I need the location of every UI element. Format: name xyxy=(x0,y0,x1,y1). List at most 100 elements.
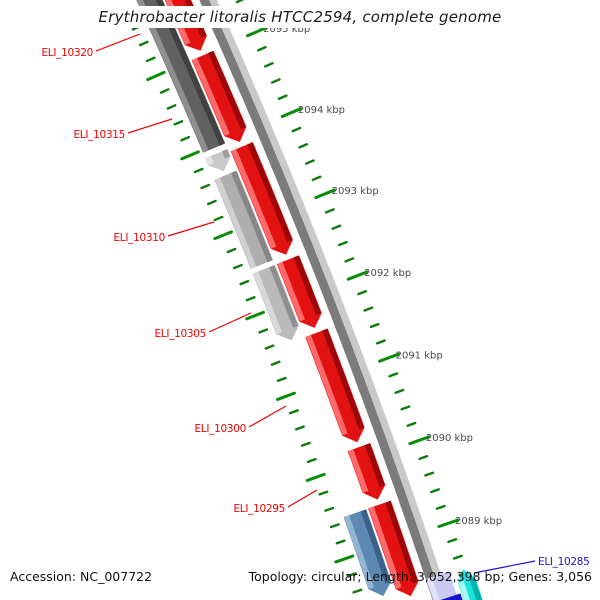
inner-tick-minor xyxy=(200,183,211,190)
gene-label-ELI_10320[interactable]: ELI_10320 xyxy=(41,47,93,59)
inner-tick-minor xyxy=(346,572,357,578)
outer-tick-minor xyxy=(430,488,440,494)
gene-label-ELI_10305[interactable]: ELI_10305 xyxy=(154,328,206,340)
gene-label-ELI_10310[interactable]: ELI_10310 xyxy=(113,232,165,244)
outer-tick-minor xyxy=(337,240,348,247)
outer-tick-minor xyxy=(394,388,405,394)
outer-tick-minor xyxy=(304,159,315,165)
outer-tick-minor xyxy=(277,94,288,100)
inner-tick-minor xyxy=(318,490,329,496)
inner-tick-minor xyxy=(270,360,281,366)
gene-arc-ELI_10295[interactable] xyxy=(347,443,386,500)
gene-label-ELI_10295[interactable]: ELI_10295 xyxy=(233,503,285,515)
backbone-light-edge xyxy=(209,0,450,600)
outer-tick-minor xyxy=(418,454,429,461)
inner-tick-minor xyxy=(226,247,237,254)
outer-tick-minor xyxy=(363,306,374,312)
outer-tick-major xyxy=(408,435,431,446)
outer-tick-minor xyxy=(263,62,274,68)
gene-arc-feature-dark-gray[interactable] xyxy=(114,0,226,153)
gene-arc-ELI_10315[interactable] xyxy=(191,50,247,143)
outer-tick-minor xyxy=(424,471,435,477)
label-leader-ELI_10320 xyxy=(95,33,141,52)
label-leader-ELI_10315 xyxy=(127,118,173,134)
inner-tick-minor xyxy=(288,409,299,415)
gene-arc-feature-steel-blue[interactable] xyxy=(343,509,392,597)
inner-tick-minor xyxy=(245,296,256,302)
outer-tick-minor xyxy=(331,224,342,230)
inner-tick-minor xyxy=(239,279,250,286)
label-leader-ELI_10295 xyxy=(287,489,318,508)
gene-label-ELI_10300[interactable]: ELI_10300 xyxy=(194,423,246,435)
inner-feature-ring xyxy=(114,0,392,597)
gene-arc-ELI_10300[interactable] xyxy=(305,328,365,443)
gene-arc-feature-light-gray[interactable] xyxy=(205,149,231,172)
outer-tick-minor xyxy=(270,78,281,84)
inner-tick-minor xyxy=(138,40,149,47)
ruler-label-2094: 2094 kbp xyxy=(298,105,345,116)
outer-tick-minor xyxy=(447,538,458,544)
map-title: Erythrobacter litoralis HTCC2594, comple… xyxy=(91,6,509,28)
status-summary: Topology: circular; Length: 3,052,398 bp… xyxy=(248,569,592,584)
ruler-label-2089: 2089 kbp xyxy=(455,516,502,527)
backbone-dark-edge xyxy=(199,0,443,600)
inner-tick-minor xyxy=(207,199,217,206)
outer-tick-major xyxy=(378,352,400,363)
outer-tick-minor xyxy=(256,45,267,52)
inner-tick-minor xyxy=(276,376,287,382)
ruler-label-2091: 2091 kbp xyxy=(396,350,443,361)
outer-tick-minor xyxy=(324,208,335,214)
gene-arc-feature-pale-gray[interactable] xyxy=(252,264,299,341)
inner-tick-minor xyxy=(300,441,311,447)
gene-labels: ELI_10320 ELI_10315 ELI_10310 ELI_10305 ELI_… xyxy=(41,33,590,574)
outer-tick-minor xyxy=(291,126,302,133)
outer-tick-minor xyxy=(452,554,463,560)
ruler-label-2090: 2090 kbp xyxy=(426,433,473,444)
outer-tick-major xyxy=(280,107,303,118)
inner-tick-minor xyxy=(306,457,317,464)
inner-tick-minor xyxy=(173,119,184,126)
inner-tick-major xyxy=(276,391,296,401)
inner-tick-major xyxy=(213,230,233,241)
tick-labels: 2095 kbp 2094 kbp 2093 kbp 2092 kbp 2091 kbp… xyxy=(263,24,502,527)
inner-tick-major xyxy=(245,310,266,321)
inner-tick-major xyxy=(146,70,166,82)
gene-label-ELI_10315[interactable]: ELI_10315 xyxy=(73,129,125,141)
inner-tick-minor xyxy=(329,523,340,529)
red-gene-ring xyxy=(164,0,419,597)
backbone-ring xyxy=(199,0,450,600)
label-leader-ELI_10285 xyxy=(473,560,536,574)
gene-label-ELI_10285[interactable]: ELI_10285 xyxy=(538,556,590,568)
gene-arc-ELI_10310[interactable] xyxy=(230,142,293,255)
gene-arc-ELI_10285[interactable] xyxy=(458,569,489,600)
outer-tick-minor xyxy=(406,421,417,427)
inner-tick-major xyxy=(180,150,200,161)
inner-tick-minor xyxy=(324,506,335,512)
outer-tick-minor xyxy=(369,322,380,329)
inner-tick-minor xyxy=(213,215,224,222)
outer-tick-major xyxy=(346,270,369,281)
gene-arc-feature-mid-gray[interactable] xyxy=(214,170,273,269)
outer-tick-major xyxy=(245,26,268,38)
inner-tick-minor xyxy=(233,263,243,270)
ruler-label-2092: 2092 kbp xyxy=(364,268,411,279)
inner-tick-minor xyxy=(258,328,269,334)
gene-arc-ELI_10305[interactable] xyxy=(276,255,322,328)
ruler-label-2093: 2093 kbp xyxy=(332,186,379,197)
inner-tick-minor xyxy=(264,344,275,350)
outer-tick-minor xyxy=(435,504,446,510)
outer-tick-minor xyxy=(388,372,399,378)
ruler-label-2095: 2095 kbp xyxy=(263,24,310,35)
outer-tick-minor xyxy=(357,290,368,296)
label-leader-ELI_10305 xyxy=(208,312,252,333)
inner-tick-minor xyxy=(335,539,346,545)
status-accession: Accession: NC_007722 xyxy=(10,569,153,584)
inner-tick-minor xyxy=(294,425,305,431)
gene-arc-unlabeled[interactable] xyxy=(368,500,419,597)
inner-tick-minor xyxy=(180,135,191,142)
gene-arc-fragment-navy[interactable] xyxy=(440,593,473,600)
inner-tick-minor xyxy=(159,88,170,94)
inner-tick-minor xyxy=(145,56,156,63)
